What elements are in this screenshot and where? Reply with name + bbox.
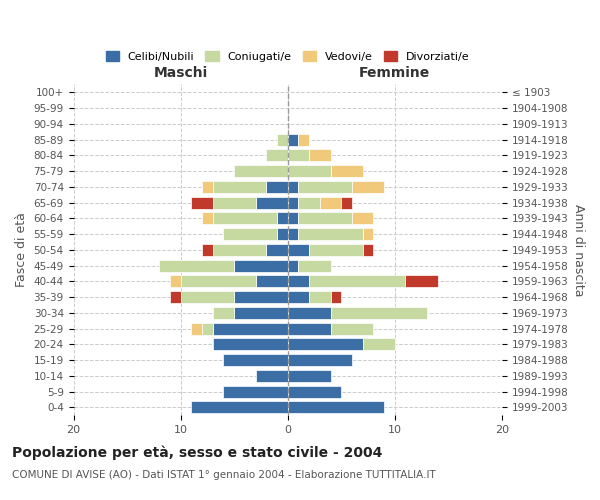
Bar: [309, 150, 331, 162]
Bar: [213, 212, 277, 224]
Bar: [277, 228, 287, 240]
Y-axis label: Anni di nascita: Anni di nascita: [572, 204, 585, 296]
Bar: [287, 307, 331, 319]
Bar: [256, 196, 287, 208]
Bar: [223, 354, 287, 366]
Bar: [309, 291, 331, 303]
Bar: [298, 134, 309, 145]
Bar: [266, 244, 287, 256]
Bar: [266, 150, 287, 162]
Bar: [298, 181, 352, 193]
Bar: [234, 260, 287, 272]
Bar: [256, 276, 287, 287]
Bar: [213, 181, 266, 193]
Bar: [170, 276, 181, 287]
Bar: [287, 276, 309, 287]
Bar: [298, 228, 362, 240]
Bar: [287, 150, 309, 162]
Bar: [223, 386, 287, 398]
Bar: [256, 370, 287, 382]
Bar: [191, 196, 213, 208]
Bar: [181, 276, 256, 287]
Bar: [287, 354, 352, 366]
Bar: [213, 322, 287, 334]
Bar: [223, 228, 277, 240]
Bar: [287, 260, 298, 272]
Bar: [202, 212, 213, 224]
Bar: [170, 291, 181, 303]
Bar: [287, 228, 298, 240]
Bar: [341, 196, 352, 208]
Bar: [309, 244, 362, 256]
Bar: [320, 196, 341, 208]
Bar: [213, 338, 287, 350]
Bar: [309, 276, 406, 287]
Bar: [191, 322, 202, 334]
Bar: [352, 212, 373, 224]
Bar: [159, 260, 234, 272]
Bar: [202, 244, 213, 256]
Bar: [213, 307, 234, 319]
Bar: [298, 212, 352, 224]
Bar: [352, 181, 384, 193]
Bar: [331, 322, 373, 334]
Bar: [277, 212, 287, 224]
Bar: [277, 134, 287, 145]
Bar: [287, 181, 298, 193]
Bar: [298, 196, 320, 208]
Legend: Celibi/Nubili, Coniugati/e, Vedovi/e, Divorziati/e: Celibi/Nubili, Coniugati/e, Vedovi/e, Di…: [101, 47, 475, 66]
Bar: [202, 322, 213, 334]
Bar: [287, 338, 362, 350]
Bar: [287, 291, 309, 303]
Bar: [213, 244, 266, 256]
Bar: [234, 307, 287, 319]
Y-axis label: Fasce di età: Fasce di età: [15, 212, 28, 288]
Bar: [298, 260, 331, 272]
Bar: [287, 165, 331, 177]
Bar: [362, 338, 395, 350]
Bar: [234, 291, 287, 303]
Bar: [287, 212, 298, 224]
Bar: [202, 181, 213, 193]
Bar: [287, 134, 298, 145]
Text: COMUNE DI AVISE (AO) - Dati ISTAT 1° gennaio 2004 - Elaborazione TUTTITALIA.IT: COMUNE DI AVISE (AO) - Dati ISTAT 1° gen…: [12, 470, 436, 480]
Bar: [287, 244, 309, 256]
Bar: [287, 196, 298, 208]
Bar: [266, 181, 287, 193]
Bar: [331, 291, 341, 303]
Text: Maschi: Maschi: [154, 66, 208, 80]
Bar: [331, 165, 362, 177]
Bar: [287, 322, 331, 334]
Bar: [287, 370, 331, 382]
Text: Femmine: Femmine: [359, 66, 430, 80]
Bar: [287, 402, 384, 413]
Bar: [362, 228, 373, 240]
Bar: [331, 307, 427, 319]
Bar: [191, 402, 287, 413]
Bar: [287, 386, 341, 398]
Bar: [213, 196, 256, 208]
Text: Popolazione per età, sesso e stato civile - 2004: Popolazione per età, sesso e stato civil…: [12, 446, 382, 460]
Bar: [362, 244, 373, 256]
Bar: [181, 291, 234, 303]
Bar: [406, 276, 437, 287]
Bar: [234, 165, 287, 177]
